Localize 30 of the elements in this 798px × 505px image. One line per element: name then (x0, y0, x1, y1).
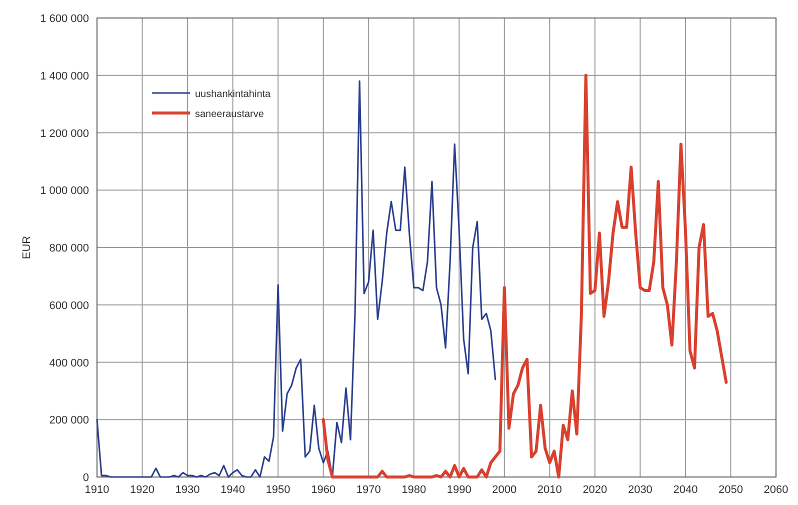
x-tick-label: 1950 (266, 484, 290, 496)
y-tick-label: 800 000 (49, 242, 89, 254)
x-tick-label: 1910 (84, 484, 110, 496)
x-tick-label: 1960 (311, 484, 336, 496)
x-tick-label: 2010 (537, 484, 562, 496)
x-tick-label: 2050 (718, 484, 743, 496)
x-tick-label: 2060 (764, 484, 788, 496)
x-tick-label: 1940 (220, 484, 246, 496)
x-tick-label: 2000 (492, 484, 517, 496)
y-tick-label: 200 000 (49, 414, 89, 427)
y-tick-label: 1 400 000 (40, 70, 89, 82)
x-tick-label: 2020 (582, 484, 608, 496)
y-tick-label: 600 000 (49, 300, 89, 312)
y-tick-label: 1 000 000 (40, 185, 89, 198)
x-tick-label: 1930 (175, 484, 200, 496)
y-tick-label: 400 000 (49, 357, 89, 370)
y-tick-label: 0 (82, 472, 89, 484)
y-tick-label: 1 600 000 (40, 13, 89, 25)
y-axis-title: EUR (21, 236, 33, 260)
x-tick-label: 1920 (130, 484, 155, 496)
line-series (322, 74, 728, 478)
x-tick-label: 1970 (356, 484, 381, 496)
line-series (96, 80, 496, 478)
x-tick-label: 2030 (628, 484, 652, 496)
legend-label: uushankintahinta (195, 89, 272, 100)
x-tick-label: 2040 (673, 484, 698, 496)
y-tick-label: 1 200 000 (40, 128, 89, 140)
legend-label: saneeraustarve (195, 109, 264, 120)
x-tick-label: 1980 (402, 484, 426, 496)
x-tick-label: 1990 (446, 484, 472, 496)
